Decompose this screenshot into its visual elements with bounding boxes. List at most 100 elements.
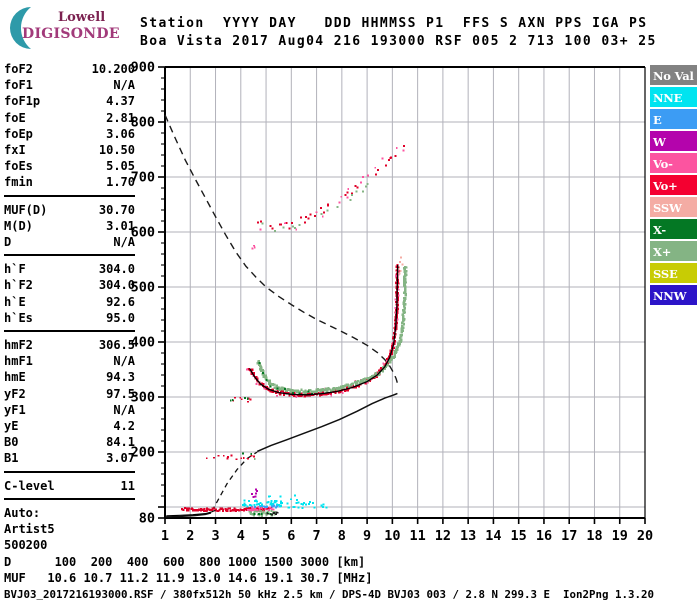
echo-dot — [251, 513, 254, 516]
echo-dot — [288, 227, 291, 230]
x-tick-label: 15 — [511, 528, 527, 544]
echo-dot — [255, 376, 258, 379]
echo-dot — [260, 513, 263, 515]
echo-dot — [389, 349, 392, 352]
param-value: 2.81 — [106, 110, 135, 125]
echo-dot — [319, 390, 322, 393]
echo-dot — [318, 394, 322, 397]
echo-dot — [344, 389, 347, 392]
x-tick-label: 20 — [637, 528, 653, 544]
echo-dot — [394, 312, 397, 315]
echo-dot — [346, 196, 349, 199]
echo-dot — [249, 398, 252, 401]
legend-item-no-val: No Val — [650, 65, 697, 85]
echo-dot — [305, 503, 307, 506]
echo-dot — [395, 265, 398, 268]
y-tick-label: 800 — [131, 115, 155, 131]
echo-dot — [244, 503, 247, 506]
echo-dot — [309, 389, 312, 392]
echo-dot — [184, 506, 187, 509]
param-value: 10.200 — [91, 62, 135, 76]
echo-dot — [294, 494, 296, 497]
echo-dot — [404, 265, 407, 269]
param-label: foF1p — [4, 94, 41, 109]
echo-dot — [319, 388, 322, 391]
echo-dot — [251, 368, 254, 371]
echo-dot — [308, 503, 311, 505]
echo-dot — [273, 386, 276, 389]
echo-dot — [239, 396, 242, 399]
echo-dot — [252, 509, 255, 511]
echo-dot — [249, 507, 252, 509]
echo-dot — [259, 368, 262, 371]
echo-dot — [278, 223, 281, 226]
echo-dot — [346, 389, 349, 392]
echo-dot — [402, 149, 405, 152]
echo-dot — [257, 361, 260, 364]
echo-dot — [251, 247, 254, 250]
echo-dot — [334, 392, 337, 395]
echo-dot — [355, 383, 358, 386]
echo-dot — [322, 506, 324, 509]
echo-dot — [395, 350, 398, 353]
param-label: C-level — [4, 478, 55, 493]
distance-row: D 100 200 400 600 800 1000 1500 3000 [km… — [4, 555, 366, 569]
echo-dot — [270, 500, 273, 502]
echo-dot — [271, 390, 274, 393]
echo-dot — [346, 191, 349, 194]
line-profile-f-region — [256, 392, 398, 453]
echo-dot — [227, 456, 229, 458]
echo-dot — [269, 495, 272, 498]
line-profile-e-region — [165, 512, 212, 518]
x-tick-label: 7 — [313, 528, 321, 544]
echo-dot — [256, 490, 258, 492]
echo-dot — [289, 391, 292, 394]
echo-dot — [188, 507, 191, 510]
echo-dot — [273, 501, 276, 504]
echo-dot — [358, 385, 361, 388]
echo-dot — [279, 495, 282, 498]
echo-dot — [396, 348, 399, 351]
echo-dot — [214, 509, 217, 512]
line-profile-valley-dashed — [211, 451, 258, 512]
param-group: h`F 304.0 h`F2 304.0 h`E 92.6 h`Es 95.0 — [4, 260, 135, 333]
echo-dot — [360, 181, 362, 184]
echo-dot — [374, 166, 377, 169]
param-row-yf2: yF2 97.5 — [4, 386, 135, 402]
param-row-fof2: foF2 10.200 — [4, 61, 135, 77]
x-tick-label: 11 — [409, 528, 425, 544]
echo-dot — [388, 361, 391, 364]
echo-dot — [323, 211, 326, 214]
echo-dot — [277, 388, 281, 391]
echo-dot — [351, 382, 354, 386]
param-label: foEs — [4, 159, 33, 174]
echo-dot — [343, 384, 347, 388]
echo-dot — [362, 176, 364, 178]
echo-dot — [402, 301, 406, 305]
echo-dot — [391, 343, 394, 346]
echo-dot — [226, 457, 229, 460]
param-row-m-d-: M(D) 3.01 — [4, 218, 135, 234]
echo-dot — [262, 505, 265, 508]
echo-dot — [269, 513, 272, 515]
echo-dot — [347, 188, 350, 190]
echo-dot — [264, 512, 267, 515]
echo-dot — [396, 308, 399, 311]
echo-dot — [336, 205, 339, 208]
echo-dot — [253, 514, 256, 517]
echo-dot — [395, 281, 398, 284]
param-label: M(D) — [4, 218, 33, 233]
echo-dot — [371, 375, 374, 378]
echo-dot — [397, 288, 400, 291]
muf-distance-table: D 100 200 400 600 800 1000 1500 3000 [km… — [4, 555, 372, 586]
echo-dot — [252, 371, 256, 374]
legend-item-e: E — [650, 109, 697, 129]
echo-dot — [404, 279, 407, 282]
echo-dot — [287, 392, 290, 395]
echo-dot — [247, 457, 249, 460]
echo-dot — [276, 387, 279, 390]
echo-dot — [401, 308, 405, 312]
param-label: yE — [4, 419, 19, 434]
echo-dot — [191, 507, 194, 510]
param-row-fof1: foF1 N/A — [4, 77, 135, 93]
